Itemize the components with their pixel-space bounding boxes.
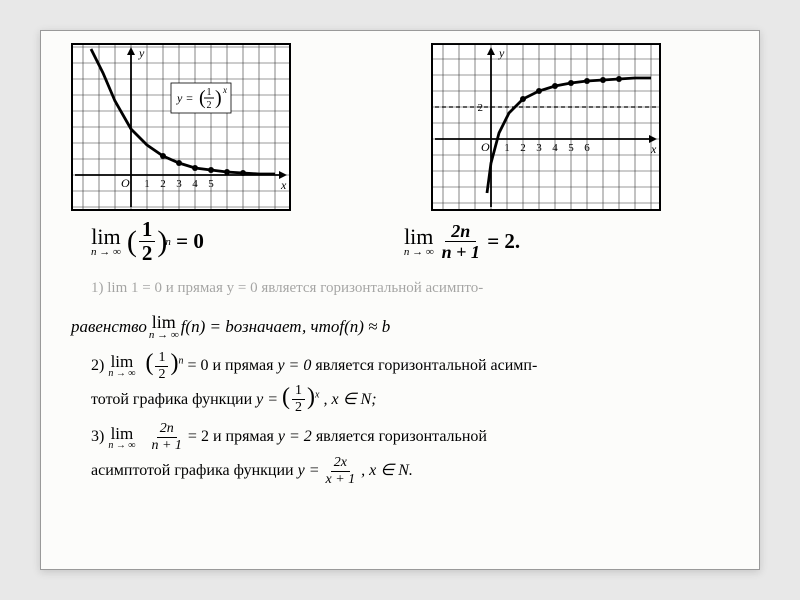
charts-row: 12345yxOy =(12)x 1234562yxO — [71, 43, 729, 211]
svg-text:2: 2 — [478, 102, 484, 114]
svg-text:y: y — [498, 46, 505, 60]
svg-text:y: y — [138, 46, 145, 60]
svg-text:4: 4 — [552, 142, 558, 154]
svg-text:3: 3 — [536, 142, 542, 154]
overlay-means: означает, что — [234, 317, 340, 337]
svg-text:x: x — [280, 178, 287, 192]
svg-text:): ) — [215, 87, 222, 109]
svg-text:5: 5 — [568, 142, 574, 154]
svg-text:4: 4 — [192, 178, 198, 190]
svg-text:5: 5 — [208, 178, 214, 190]
svg-text:O: O — [481, 140, 490, 154]
obscured-line-1: 1) lim 1 = 0 и прямая y = 0 является гор… — [71, 274, 729, 303]
overlay-prefix: равенство — [71, 317, 147, 337]
overlay-mid: f(n) = b — [181, 317, 234, 337]
definition-overlay: равенство lim n → ∞ f(n) = b означает, ч… — [71, 311, 729, 343]
item-2: 2) lim n → ∞ (12)n = 0 и прямая y = 0 яв… — [71, 349, 729, 416]
formula-row: lim n → ∞ ( 1 2 )n = 0 lim n → ∞ 2n n + … — [71, 219, 729, 264]
chart-rational-asymptote: 1234562yxO — [431, 43, 661, 211]
svg-text:x: x — [222, 85, 227, 95]
svg-text:1: 1 — [144, 178, 150, 190]
document-page: 12345yxOy =(12)x 1234562yxO lim n → ∞ ( … — [40, 30, 760, 570]
svg-text:6: 6 — [584, 142, 590, 154]
svg-text:3: 3 — [176, 178, 182, 190]
svg-text:2: 2 — [207, 100, 212, 111]
chart-exponential-decay: 12345yxOy =(12)x — [71, 43, 291, 211]
svg-text:O: O — [121, 176, 130, 190]
svg-text:1: 1 — [207, 87, 212, 98]
svg-text:y =: y = — [176, 91, 193, 105]
chart2-svg: 1234562yxO — [431, 43, 661, 211]
svg-text:2: 2 — [160, 178, 166, 190]
formula-limit-2n-over: lim n → ∞ 2n n + 1 = 2. — [404, 219, 520, 264]
svg-text:x: x — [650, 142, 657, 156]
overlay-approx: f(n) ≈ b — [339, 317, 390, 337]
formula-limit-half-n: lim n → ∞ ( 1 2 )n = 0 — [91, 219, 204, 264]
item-3: 3) lim n → ∞ 2nn + 1 = 2 и прямая y = 2 … — [71, 420, 729, 487]
svg-text:1: 1 — [504, 142, 510, 154]
chart1-svg: 12345yxOy =(12)x — [71, 43, 291, 211]
svg-text:2: 2 — [520, 142, 526, 154]
